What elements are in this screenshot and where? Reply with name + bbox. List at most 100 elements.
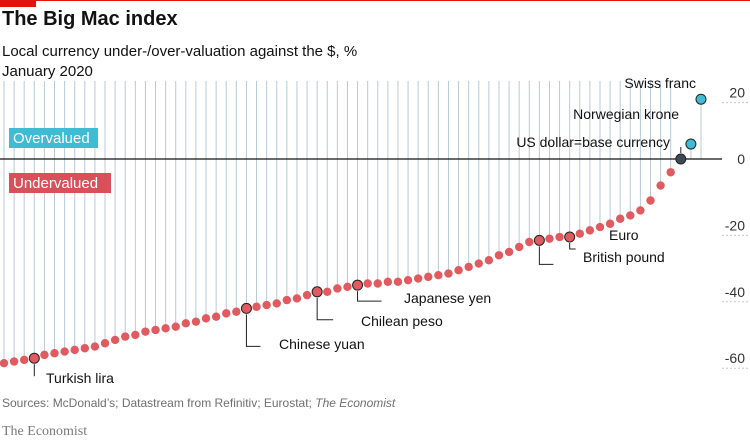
data-label: Euro xyxy=(609,227,639,243)
data-point xyxy=(383,277,393,287)
data-point xyxy=(292,294,302,303)
leader-line xyxy=(538,246,554,265)
data-point xyxy=(90,342,100,351)
data-point xyxy=(70,345,79,355)
overvalued-zone-box xyxy=(9,128,98,148)
data-label: US dollar=base currency xyxy=(516,134,670,150)
data-point xyxy=(605,219,615,228)
data-point xyxy=(403,275,413,285)
data-point xyxy=(695,93,707,105)
data-point xyxy=(494,251,504,260)
chart-title: The Big Mac index xyxy=(2,8,178,30)
y-tick-label: -20 xyxy=(725,217,745,233)
data-point xyxy=(232,307,241,316)
data-point xyxy=(363,279,372,288)
data-point xyxy=(373,279,382,288)
data-point xyxy=(666,168,675,177)
y-tick-label: 20 xyxy=(729,85,745,101)
data-point xyxy=(474,259,483,268)
data-point xyxy=(272,299,281,308)
data-point xyxy=(656,181,665,190)
data-point xyxy=(646,196,655,205)
data-point xyxy=(131,330,140,340)
data-point xyxy=(201,314,211,323)
leader-line xyxy=(569,243,576,250)
undervalued-zone-label: Undervalued xyxy=(13,175,98,192)
data-point xyxy=(413,274,423,283)
data-label: Swiss franc xyxy=(624,75,696,91)
chart-date: January 2020 xyxy=(2,63,93,80)
chart-subtitle: Local currency under-/over-valuation aga… xyxy=(2,43,358,60)
data-point xyxy=(615,214,625,223)
y-tick-label: 0 xyxy=(737,151,745,167)
data-point xyxy=(533,234,545,246)
data-label: British pound xyxy=(583,249,665,265)
data-point xyxy=(240,302,252,314)
data-point xyxy=(525,237,534,247)
data-point xyxy=(282,295,292,305)
y-tick-label: -40 xyxy=(725,284,745,300)
data-point xyxy=(311,286,323,298)
data-point xyxy=(514,242,524,252)
data-point xyxy=(0,358,9,368)
leader-line xyxy=(357,291,382,302)
data-point xyxy=(454,266,463,275)
data-label: Turkish lira xyxy=(46,370,114,386)
data-point xyxy=(434,271,443,280)
data-point xyxy=(555,232,564,242)
data-point xyxy=(50,349,59,358)
data-point xyxy=(564,231,576,243)
data-point xyxy=(626,211,635,220)
data-label: Chilean peso xyxy=(361,313,443,329)
data-label: Japanese yen xyxy=(404,290,491,306)
data-point xyxy=(685,138,697,150)
data-point xyxy=(545,234,554,243)
data-point xyxy=(222,309,231,318)
data-point xyxy=(302,290,312,300)
overvalued-zone-label: Overvalued xyxy=(13,130,90,147)
data-point xyxy=(110,335,120,345)
data-point xyxy=(9,357,19,366)
data-point xyxy=(40,350,49,360)
data-point xyxy=(393,277,403,287)
data-point xyxy=(444,269,453,278)
brand-name: The Economist xyxy=(2,424,88,439)
data-point xyxy=(352,279,364,291)
data-point xyxy=(585,226,595,235)
data-label: Norwegian krone xyxy=(573,106,679,122)
leader-line xyxy=(245,314,261,347)
data-point xyxy=(161,324,170,333)
data-point xyxy=(80,344,90,353)
data-point xyxy=(424,272,433,282)
y-tick-label: -60 xyxy=(725,350,745,366)
data-point xyxy=(171,322,180,331)
data-point xyxy=(675,153,687,165)
brand-tag xyxy=(0,0,36,7)
top-rule xyxy=(0,0,750,1)
data-point xyxy=(211,312,221,321)
data-point xyxy=(100,339,110,348)
data-point xyxy=(575,229,584,238)
data-point xyxy=(333,284,342,293)
data-point xyxy=(191,317,201,326)
data-label: Chinese yuan xyxy=(279,336,365,352)
leader-line xyxy=(316,297,334,321)
data-point xyxy=(28,352,40,364)
data-point xyxy=(504,247,514,257)
source-text: Sources: McDonald’s; Datastream from Ref… xyxy=(2,396,316,410)
data-point xyxy=(484,256,494,265)
data-point xyxy=(252,302,261,311)
data-point xyxy=(151,325,160,335)
data-point xyxy=(595,222,605,232)
undervalued-zone-box xyxy=(9,173,111,193)
data-point xyxy=(121,332,130,341)
data-point xyxy=(141,327,150,336)
data-point xyxy=(323,287,332,296)
data-point xyxy=(636,206,645,215)
data-point xyxy=(343,282,352,292)
data-point xyxy=(181,319,191,328)
data-point xyxy=(60,347,69,356)
data-point xyxy=(20,355,29,365)
